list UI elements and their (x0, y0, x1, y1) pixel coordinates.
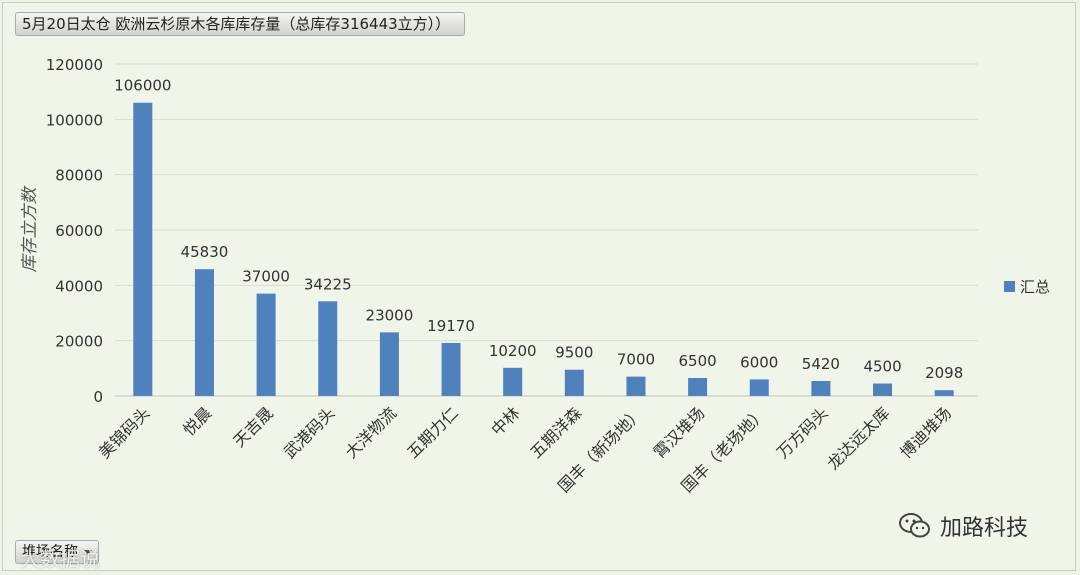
y-tick-label: 0 (93, 388, 103, 406)
y-tick-label: 40000 (55, 277, 103, 295)
legend-label: 汇总 (1020, 278, 1050, 296)
y-tick-label: 80000 (55, 167, 103, 185)
bar (688, 378, 708, 396)
data-label: 37000 (242, 268, 290, 286)
x-tick-label: 大洋物流 (342, 403, 401, 462)
chart-title: 5月20日太仓 欧洲云杉原木各库库存量（总库存316443立方）） (22, 15, 451, 33)
bar (811, 381, 831, 396)
bar (441, 342, 461, 396)
x-tick-label: 博迪堆场 (896, 403, 955, 462)
chart-title-button[interactable]: 5月20日太仓 欧洲云杉原木各库库存量（总库存316443立方）） (15, 12, 466, 36)
x-tick-label: 五期洋森 (526, 403, 585, 462)
data-label: 10200 (489, 342, 537, 360)
bar (873, 383, 893, 396)
data-label: 19170 (427, 317, 475, 335)
bar (749, 379, 769, 396)
chevron-down-icon (84, 550, 92, 555)
y-tick-label: 60000 (55, 222, 103, 240)
y-tick-label: 100000 (46, 111, 103, 129)
bar (934, 390, 954, 396)
field-filter-button[interactable]: 堆场名称 (15, 540, 99, 564)
data-label: 7000 (617, 351, 655, 369)
y-tick-label: 20000 (55, 333, 103, 351)
data-label: 23000 (366, 306, 414, 324)
data-label: 9500 (555, 344, 593, 362)
x-tick-label: 龙达远太库 (823, 403, 893, 473)
data-label: 6500 (679, 352, 717, 370)
bar (564, 369, 584, 396)
x-tick-label: 五期力仁 (403, 403, 462, 462)
bar (318, 301, 338, 396)
data-label: 2098 (925, 364, 963, 382)
brand-name: 加路科技 (940, 516, 1029, 541)
data-label: 34225 (304, 275, 352, 293)
legend-swatch (1004, 281, 1015, 292)
bar (503, 367, 523, 396)
data-label: 6000 (740, 353, 778, 371)
x-tick-label: 中林 (487, 403, 523, 439)
data-label: 4500 (863, 358, 901, 376)
field-filter-label: 堆场名称 (22, 544, 78, 560)
x-tick-label: 天吉晟 (230, 403, 277, 450)
x-tick-label: 悦晨 (179, 403, 215, 439)
data-label: 5420 (802, 355, 840, 373)
y-axis-title: 库存立方数 (20, 186, 40, 273)
y-tick-label: 120000 (46, 56, 103, 74)
bar (379, 332, 399, 396)
data-label: 106000 (114, 77, 171, 95)
bar (626, 376, 646, 396)
x-tick-label: 武港码头 (280, 403, 339, 462)
data-label: 45830 (181, 243, 229, 261)
wechat-icon (899, 513, 930, 538)
x-tick-label: 美锦码头 (95, 403, 154, 462)
brand-logo: 加路科技 (898, 510, 1028, 542)
x-tick-label: 万方码头 (773, 403, 832, 462)
x-tick-label: 霄汉堆场 (650, 403, 709, 462)
bar (133, 102, 153, 396)
bar (256, 293, 276, 396)
bar (194, 269, 214, 396)
